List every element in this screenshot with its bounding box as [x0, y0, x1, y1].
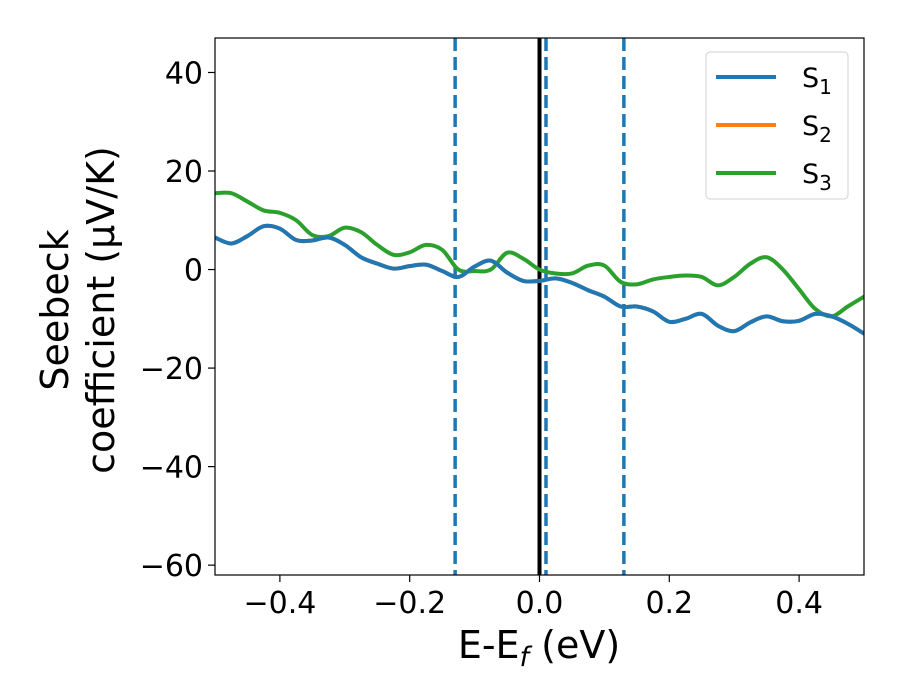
series-line-s1	[215, 223, 864, 336]
legend: S1 S2 S3	[705, 51, 849, 200]
y-tick-label: −60	[140, 549, 203, 584]
y-tick-label: −20	[140, 352, 203, 387]
legend-label-s2: S2	[802, 111, 832, 147]
series-group	[215, 190, 864, 336]
x-tick-label: 0.4	[775, 586, 823, 621]
y-tick-label: 40	[165, 56, 203, 91]
x-tick-label: 0.0	[516, 586, 564, 621]
y-axis-title-line1: Seebeck	[33, 229, 77, 390]
y-tick-label: −40	[140, 451, 203, 486]
y-axis-title: Seebeck coefficient (μV/K)	[33, 146, 123, 474]
x-tick-label: 0.2	[645, 586, 693, 621]
x-tick-label: −0.4	[243, 586, 316, 621]
legend-box	[705, 51, 849, 200]
x-tick-label: −0.2	[373, 586, 446, 621]
axis-ticks: −0.4 −0.2 0.0 0.2 0.4 40 20 0 −20 −40 −60	[140, 56, 823, 621]
legend-label-s3: S3	[802, 159, 832, 195]
y-tick-label: 20	[165, 155, 203, 190]
y-axis-title-line2: coefficient (μV/K)	[79, 146, 123, 474]
legend-label-s1: S1	[802, 63, 832, 99]
x-axis-title: E-Ef (eV)	[458, 623, 620, 673]
y-tick-label: 0	[184, 254, 203, 289]
